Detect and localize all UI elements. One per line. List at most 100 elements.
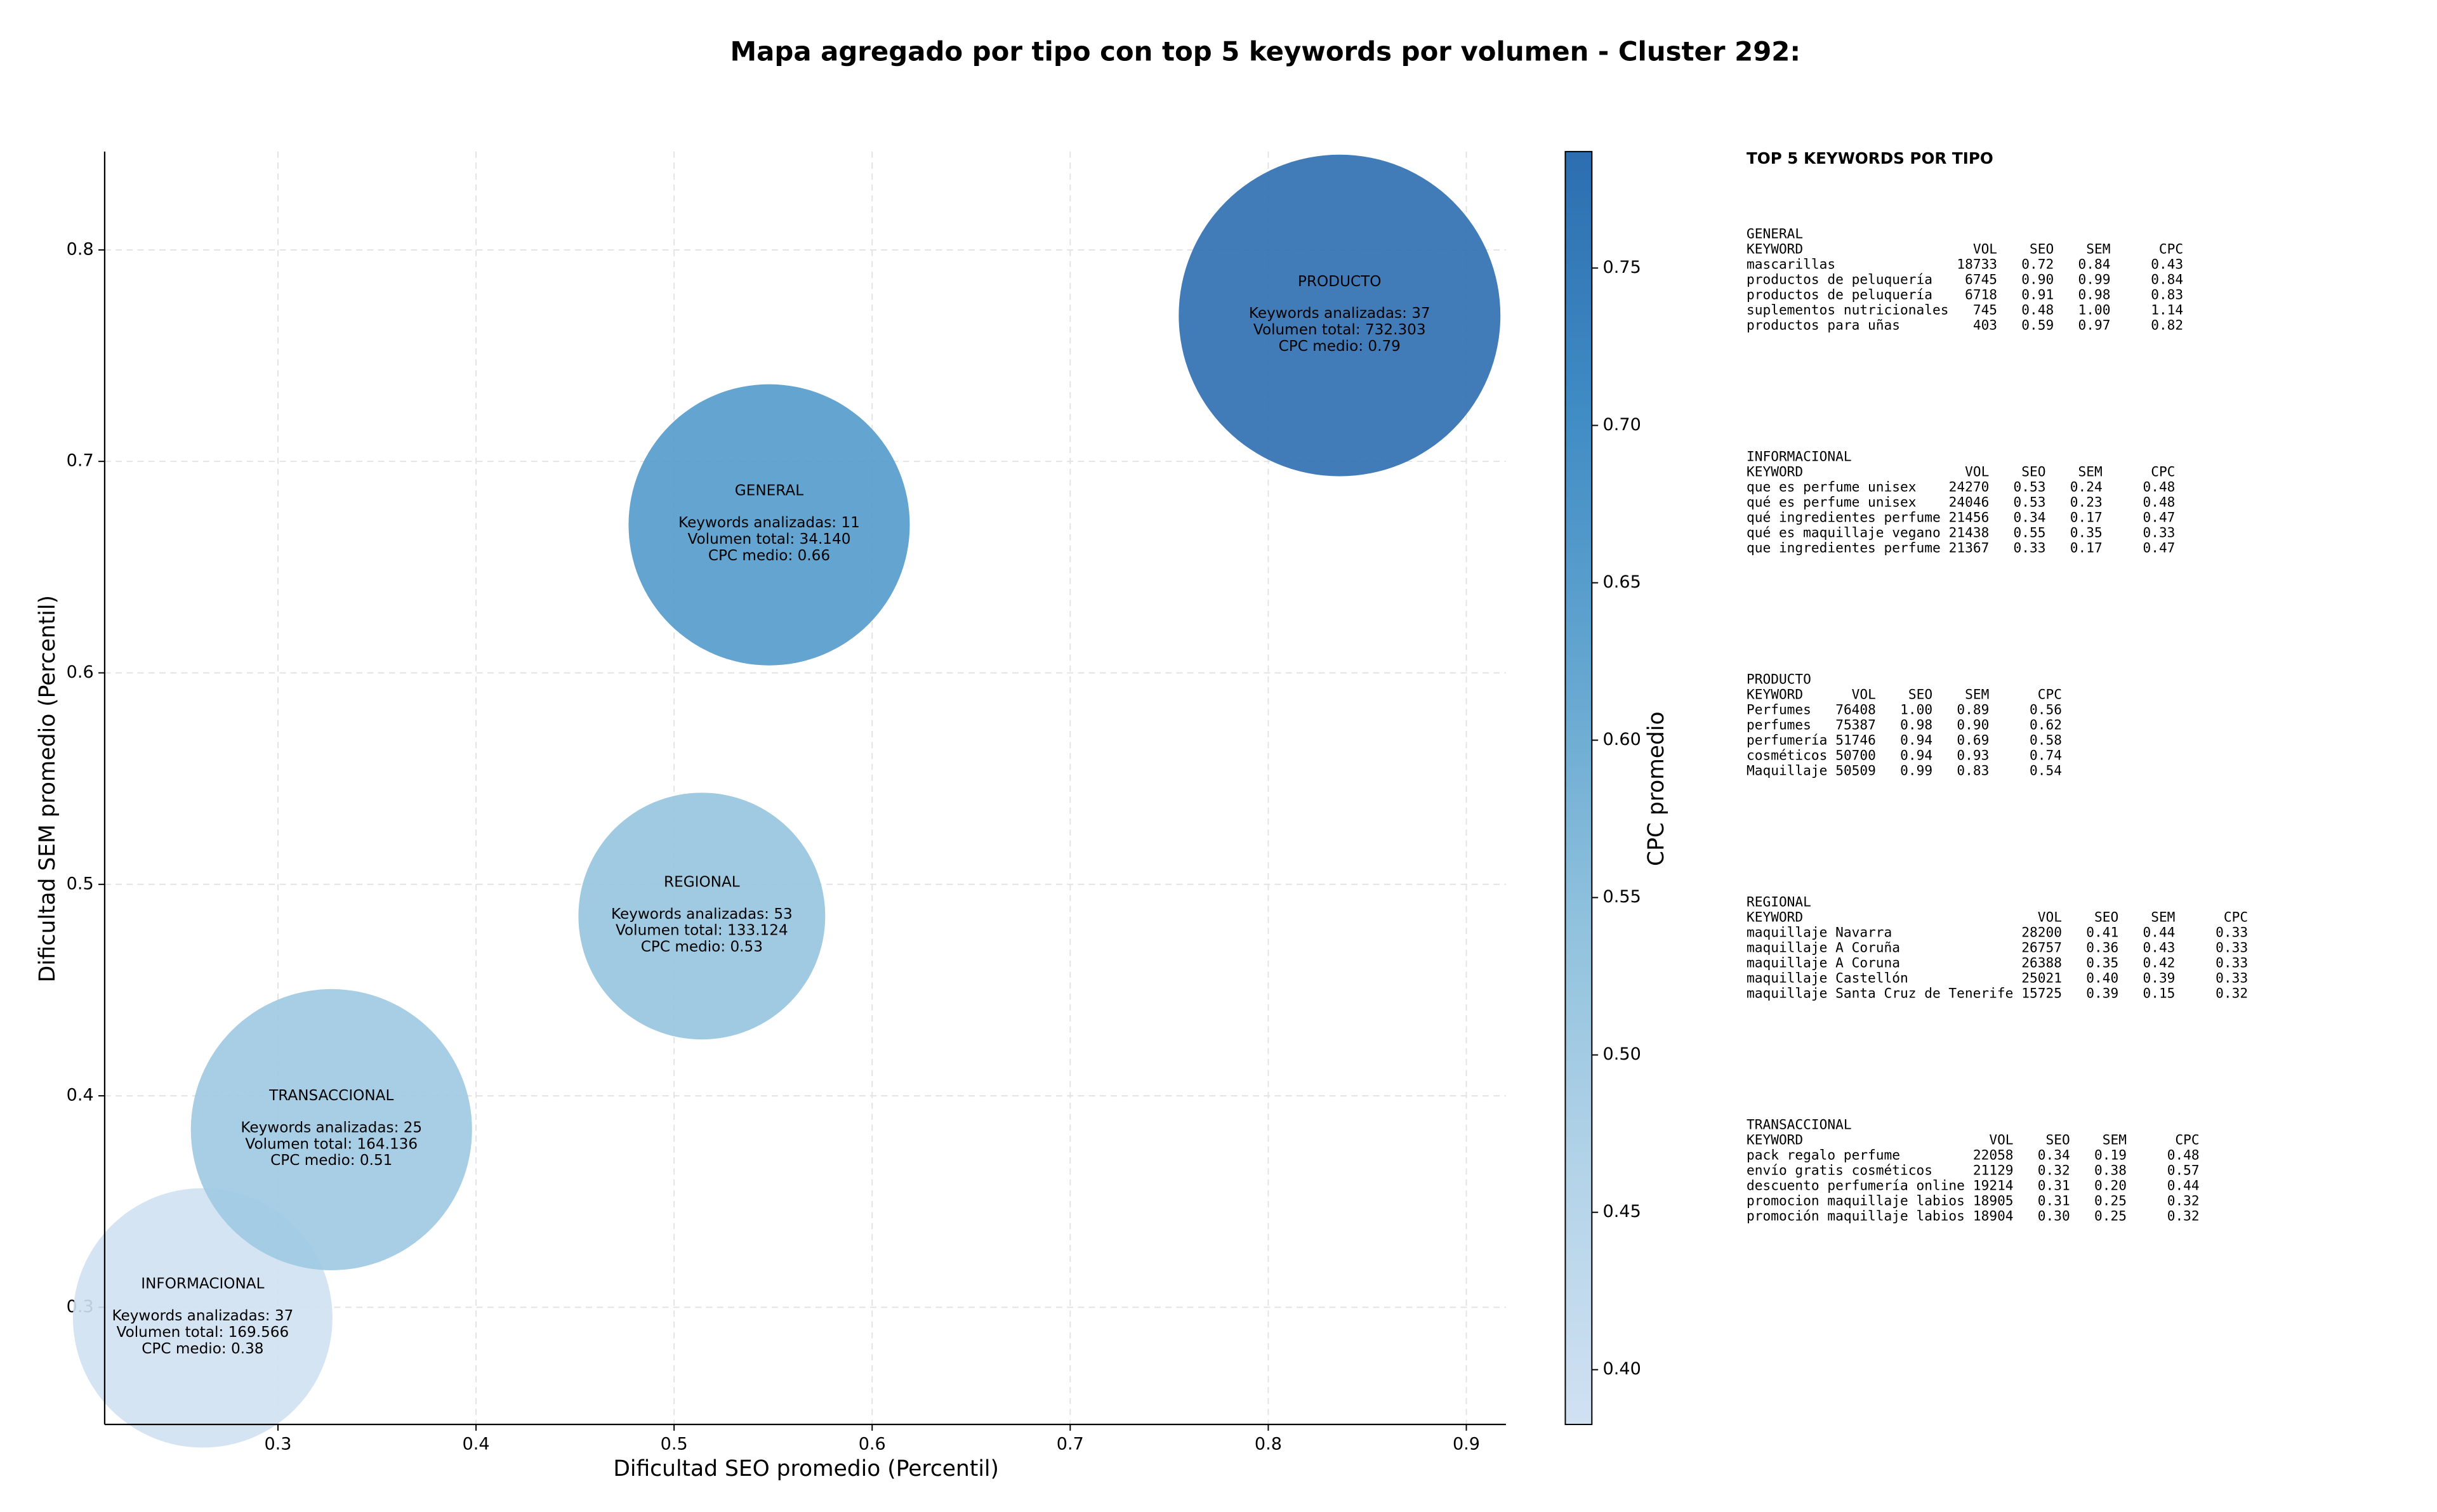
bubble-label: TRANSACCIONAL xyxy=(268,1088,393,1104)
table-cell: 1.00 xyxy=(1900,701,1932,717)
table-cell: 0.94 xyxy=(1900,747,1932,763)
table-cell: 0.39 xyxy=(2086,985,2118,1001)
bubble-annotation: CPC medio: 0.53 xyxy=(641,939,763,956)
panel-title: TOP 5 KEYWORDS POR TIPO xyxy=(1747,149,1993,168)
table-cell: 0.31 xyxy=(2038,1177,2070,1193)
table-cell: 0.33 xyxy=(2216,924,2248,940)
table-cell: 0.97 xyxy=(2078,317,2111,332)
table-cell: 0.44 xyxy=(2143,924,2175,940)
table-cell: 0.25 xyxy=(2094,1207,2127,1223)
table-cell: 0.57 xyxy=(2167,1162,2200,1178)
column-header: SEO xyxy=(1908,686,1932,702)
column-header: SEM xyxy=(2086,240,2110,256)
table-cell: 25021 xyxy=(2021,970,2062,985)
table-cell: 0.17 xyxy=(2070,509,2103,525)
bubble-annotation: Volumen total: 732.303 xyxy=(1253,322,1426,338)
table-cell: 0.15 xyxy=(2143,985,2175,1001)
table-cell: 6745 xyxy=(1965,271,1997,287)
table-cell: 26757 xyxy=(2021,939,2062,955)
bubble xyxy=(628,384,910,666)
table-cell: 0.98 xyxy=(1900,716,1932,732)
table-cell: 0.90 xyxy=(1957,716,1989,732)
x-axis-label: Dificultad SEO promedio (Percentil) xyxy=(613,1456,999,1482)
column-header: CPC xyxy=(2151,463,2175,479)
column-header: SEO xyxy=(2094,909,2118,924)
table-cell: 0.42 xyxy=(2143,954,2175,970)
chart-title: Mapa agregado por tipo con top 5 keyword… xyxy=(730,36,1801,67)
table-cell: maquillaje A Coruña xyxy=(1747,939,1900,955)
table-cell: 0.19 xyxy=(2094,1147,2127,1162)
table-cell: 1.00 xyxy=(2078,301,2111,317)
table-cell: 0.59 xyxy=(2021,317,2054,332)
table-cell: suplementos nutricionales xyxy=(1747,301,1948,317)
bubble xyxy=(578,792,826,1040)
x-tick-label: 0.7 xyxy=(1057,1435,1084,1454)
section-title: PRODUCTO xyxy=(1747,671,1811,687)
table-cell: 0.33 xyxy=(2143,524,2175,540)
table-cell: 0.30 xyxy=(2038,1207,2070,1223)
column-header: VOL xyxy=(1852,686,1876,702)
bubble-annotation: Volumen total: 164.136 xyxy=(245,1136,418,1152)
table-cell: 0.20 xyxy=(2094,1177,2127,1193)
colorbar-tick-label: 0.70 xyxy=(1603,415,1641,435)
table-cell: maquillaje A Coruna xyxy=(1747,954,1900,970)
table-cell: 0.74 xyxy=(2030,747,2062,763)
section-title: GENERAL xyxy=(1747,225,1803,241)
x-tick-label: 0.8 xyxy=(1255,1435,1282,1454)
table-cell: 0.33 xyxy=(2216,970,2248,985)
table-cell: 51746 xyxy=(1835,732,1876,747)
table-cell: 0.99 xyxy=(1900,762,1932,778)
colorbar-tick-label: 0.75 xyxy=(1603,258,1641,277)
column-header: SEM xyxy=(2103,1131,2127,1147)
table-cell: 0.36 xyxy=(2086,939,2118,955)
section-title: TRANSACCIONAL xyxy=(1747,1116,1852,1132)
table-cell: 0.24 xyxy=(2070,478,2103,494)
table-cell: 24046 xyxy=(1949,494,1990,509)
y-tick-label: 0.6 xyxy=(67,662,94,682)
y-tick-label: 0.8 xyxy=(67,239,94,259)
table-cell: 0.62 xyxy=(2030,716,2062,732)
table-cell: 0.35 xyxy=(2070,524,2103,540)
table-cell: 0.43 xyxy=(2151,256,2183,272)
column-header: KEYWORD xyxy=(1747,909,1803,924)
column-header: CPC xyxy=(2224,909,2248,924)
table-cell: 0.41 xyxy=(2086,924,2118,940)
table-cell: mascarillas xyxy=(1747,256,1835,272)
table-cell: cosméticos xyxy=(1747,747,1827,763)
table-cell: 0.83 xyxy=(1957,762,1989,778)
bubble-annotation: Keywords analizadas: 25 xyxy=(241,1119,422,1136)
table-cell: 0.54 xyxy=(2030,762,2062,778)
table-cell: 0.89 xyxy=(1957,701,1989,717)
column-header: KEYWORD xyxy=(1747,1131,1803,1147)
colorbar-tick-label: 0.55 xyxy=(1603,887,1641,907)
table-cell: 50509 xyxy=(1835,762,1876,778)
table-cell: 21438 xyxy=(1949,524,1990,540)
column-header: SEM xyxy=(2151,909,2175,924)
table-cell: 0.99 xyxy=(2078,271,2111,287)
table-cell: 22058 xyxy=(1973,1147,2014,1162)
bubble-annotation: CPC medio: 0.38 xyxy=(142,1341,263,1357)
colorbar-tick-label: 0.65 xyxy=(1603,572,1641,592)
bubble-label: GENERAL xyxy=(735,483,803,499)
table-cell: maquillaje Santa Cruz de Tenerife xyxy=(1747,985,2013,1001)
table-cell: que ingredientes perfume xyxy=(1747,539,1941,555)
table-cell: 0.38 xyxy=(2094,1162,2127,1178)
table-cell: 0.25 xyxy=(2094,1192,2127,1208)
table-cell: perfumes xyxy=(1747,716,1811,732)
table-cell: 0.72 xyxy=(2021,256,2054,272)
table-cell: perfumería xyxy=(1747,732,1827,747)
table-cell: envío gratis cosméticos xyxy=(1747,1162,1932,1178)
table-cell: 0.32 xyxy=(2216,985,2248,1001)
table-cell: 0.53 xyxy=(2014,494,2046,509)
colorbar-tick-label: 0.45 xyxy=(1603,1202,1641,1221)
bubble-annotation: Keywords analizadas: 53 xyxy=(611,906,793,923)
column-header: CPC xyxy=(2159,240,2183,256)
x-tick-label: 0.4 xyxy=(463,1435,490,1454)
bubble xyxy=(190,989,472,1270)
table-cell: 18904 xyxy=(1973,1207,2014,1223)
column-header: VOL xyxy=(2038,909,2062,924)
table-cell: 0.48 xyxy=(2143,494,2175,509)
table-cell: 0.47 xyxy=(2143,509,2175,525)
table-cell: 0.31 xyxy=(2038,1192,2070,1208)
table-cell: 18733 xyxy=(1957,256,1997,272)
